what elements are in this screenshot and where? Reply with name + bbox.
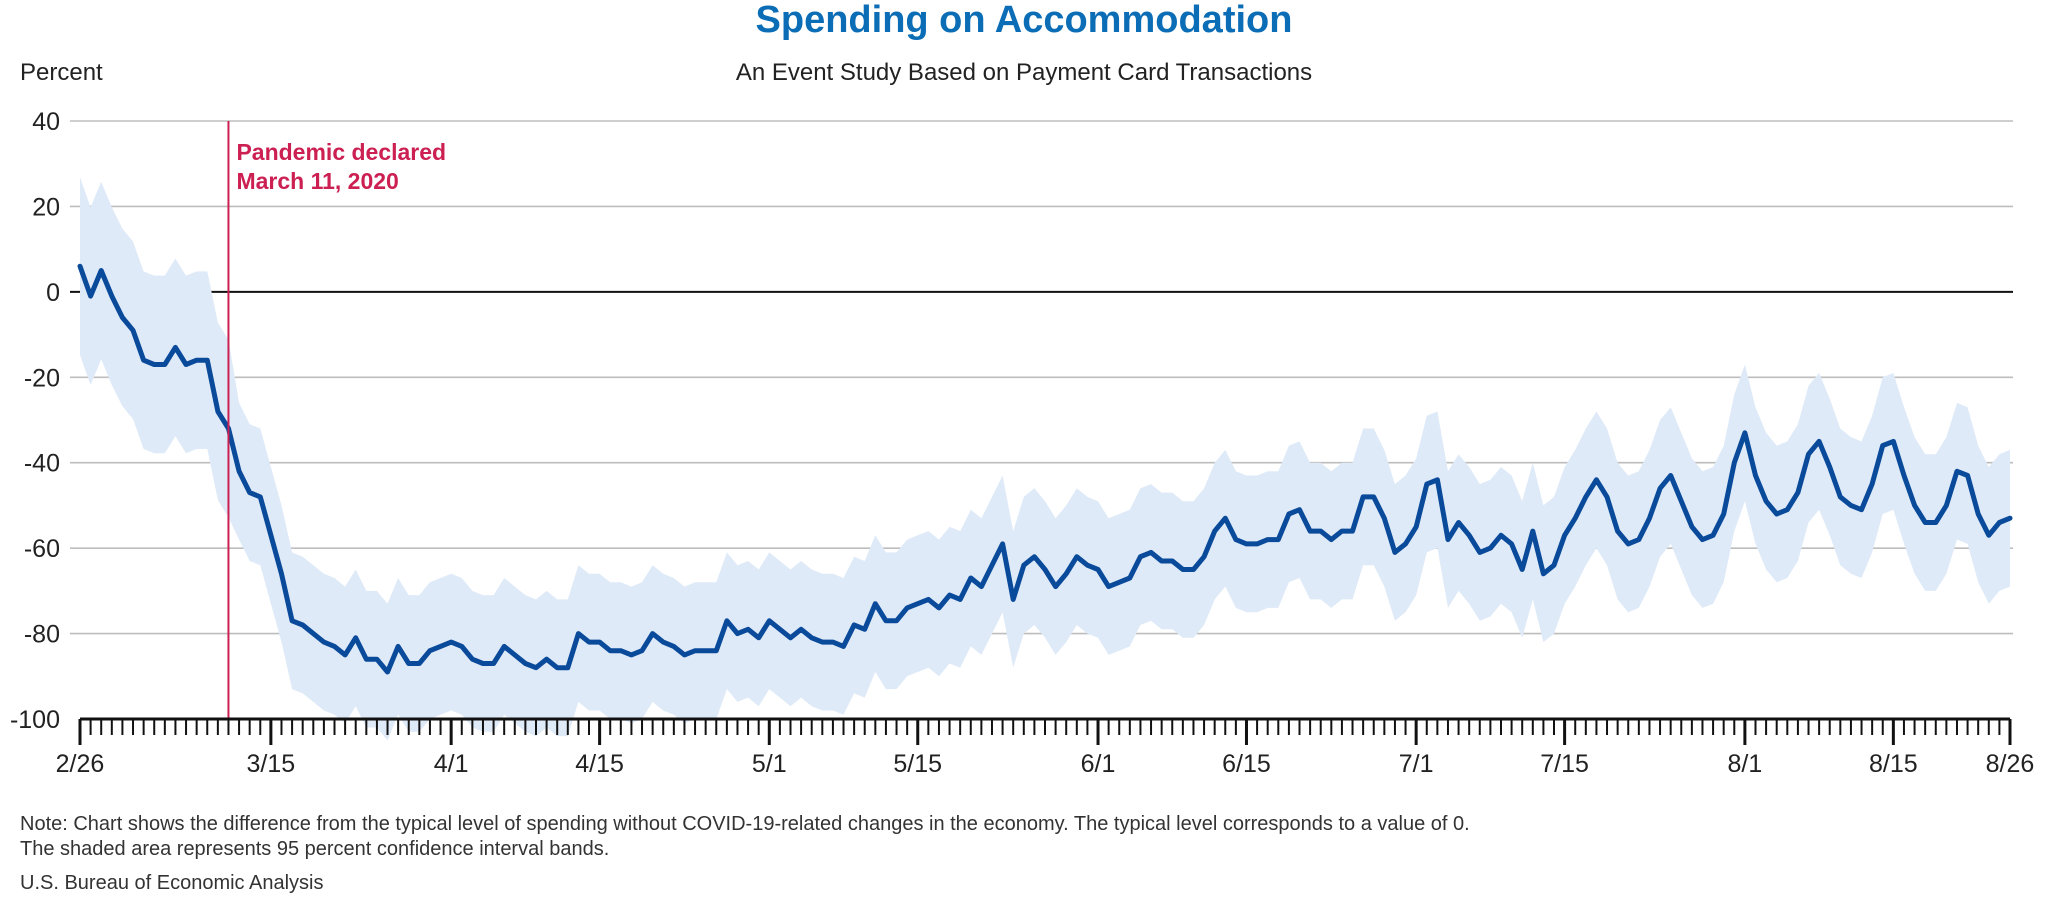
y-tick-label: -100 <box>10 706 60 734</box>
annotation-line2: March 11, 2020 <box>236 168 398 194</box>
x-tick-label: 5/15 <box>893 750 942 778</box>
y-tick-label: 0 <box>46 279 60 307</box>
confidence-band-layer <box>80 177 2010 741</box>
chart-title: Spending on Accommodation <box>756 0 1293 41</box>
y-tick-label: 40 <box>32 108 60 136</box>
y-tick-label: -80 <box>24 621 60 649</box>
x-tick-label: 6/15 <box>1222 750 1271 778</box>
x-axis: 2/26 3/15 4/1 4/15 5/1 5/15 6/1 6/15 7/1 7/15 8/1 8… <box>56 717 2035 778</box>
chart-subtitle: An Event Study Based on Payment Card Tra… <box>736 59 1312 86</box>
x-tick-label: 8/15 <box>1869 750 1918 778</box>
series-line-layer <box>77 263 2013 675</box>
x-tick-label: 8/1 <box>1728 750 1763 778</box>
y-tick-label: -20 <box>24 364 60 392</box>
x-tick-label: 3/15 <box>247 750 296 778</box>
y-tick-labels: 40 20 0 -20 -40 -60 -80 -100 <box>10 108 60 734</box>
x-tick-label: 7/1 <box>1399 750 1434 778</box>
y-tick-label: 20 <box>32 193 60 221</box>
note-line2: The shaded area represents 95 percent co… <box>20 838 609 860</box>
y-tick-label: -40 <box>24 450 60 478</box>
annotation-line1: Pandemic declared <box>236 139 446 165</box>
x-tick-label: 7/15 <box>1540 750 1589 778</box>
note-line1: Note: Chart shows the difference from th… <box>20 813 1470 835</box>
annotation-layer: Pandemic declared March 11, 2020 <box>227 121 446 719</box>
x-tick-label: 4/1 <box>434 750 469 778</box>
x-tick-label: 5/1 <box>752 750 787 778</box>
x-tick-label: 6/1 <box>1081 750 1116 778</box>
x-tick-label: 2/26 <box>56 750 105 778</box>
series-line <box>77 263 2013 675</box>
x-tick-label: 4/15 <box>575 750 624 778</box>
y-axis-label: Percent <box>20 59 103 86</box>
x-tick-label: 8/26 <box>1986 750 2035 778</box>
y-tick-label: -60 <box>24 535 60 563</box>
source-label: U.S. Bureau of Economic Analysis <box>20 872 323 894</box>
confidence-band <box>80 177 2010 741</box>
